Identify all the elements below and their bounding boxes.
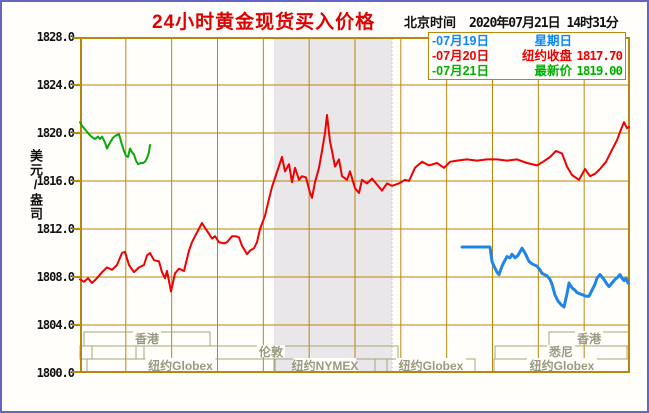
legend-row-sunday: -07月19日 星期日 <box>432 34 622 48</box>
legend-value: 1819.00 <box>576 62 623 78</box>
session-label: 香港 <box>134 331 160 346</box>
price-series-07月19日 <box>460 245 630 309</box>
legend-box: -07月19日 星期日 -07月20日 纽约收盘 1817.70 -07月21日… <box>428 32 626 80</box>
legend-date: -07月20日 <box>432 48 489 63</box>
y-tick-label: 1812.0 <box>36 222 75 236</box>
legend-name: 最新价 <box>534 63 572 78</box>
legend-row-ny-close: -07月20日 纽约收盘 1817.70 <box>432 47 623 63</box>
price-series-07月21日 <box>79 121 151 166</box>
y-tick-label: 1816.0 <box>36 174 75 188</box>
session-label: 纽约Globex <box>530 358 595 373</box>
session-label: 纽约Globex <box>148 358 213 373</box>
session-label: 纽约NYMEX <box>292 358 359 373</box>
datetime-value: 2020年07月21日 14时31分 <box>469 16 619 31</box>
legend-name: 纽约收盘 <box>521 48 572 63</box>
y-tick-label: 1828.0 <box>36 30 75 44</box>
y-tick-label: 1820.0 <box>36 126 75 140</box>
y-tick-label: 1804.0 <box>36 318 75 332</box>
legend-name: 星期日 <box>534 34 572 49</box>
legend-value: 1817.70 <box>576 47 623 63</box>
legend-date: -07月19日 <box>432 34 489 49</box>
price-series-07月20日 <box>79 114 630 293</box>
session-label: 纽约Globex <box>399 358 464 373</box>
page-title: 24小时黄金现货买入价格 <box>152 12 376 33</box>
legend-date: -07月21日 <box>432 63 489 78</box>
y-axis-unit-label: 美元/盎司 <box>28 149 43 221</box>
legend-row-latest: -07月21日 最新价 1819.00 <box>432 62 623 78</box>
y-tick-label: 1824.0 <box>36 78 75 92</box>
session-label: 伦敦 <box>259 344 284 359</box>
session-label: 悉尼 <box>548 344 573 359</box>
session-label: 香港 <box>576 331 602 346</box>
beijing-time-label: 北京时间 <box>404 15 457 30</box>
session-bar <box>91 345 137 360</box>
y-tick-label: 1808.0 <box>36 270 75 284</box>
y-tick-label: 1800.0 <box>36 366 75 380</box>
